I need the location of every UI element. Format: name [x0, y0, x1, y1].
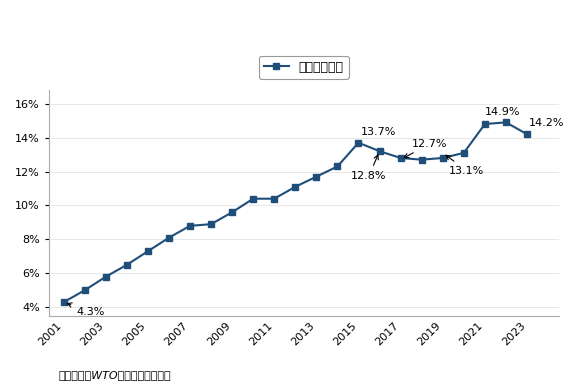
Text: 13.1%: 13.1%: [446, 155, 484, 176]
Text: 12.7%: 12.7%: [404, 139, 448, 158]
Legend: 中国出口份额: 中国出口份额: [259, 56, 349, 79]
Text: 14.2%: 14.2%: [529, 118, 565, 128]
Text: 资料来源：WTO、粤开证券研究院: 资料来源：WTO、粤开证券研究院: [58, 370, 171, 380]
Text: 13.7%: 13.7%: [361, 127, 396, 137]
Text: 12.8%: 12.8%: [352, 155, 387, 181]
Text: 4.3%: 4.3%: [67, 303, 104, 317]
Text: 14.9%: 14.9%: [485, 107, 521, 117]
